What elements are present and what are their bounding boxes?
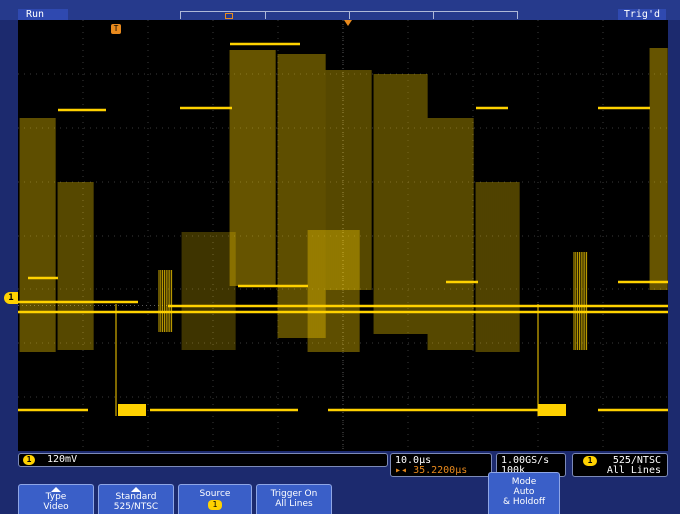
record-window-indicator — [225, 13, 233, 19]
video-burst — [650, 48, 668, 290]
softkey-value: Auto — [513, 487, 535, 497]
sync-pulse — [538, 404, 566, 416]
softkey-label: Mode — [511, 477, 537, 487]
status-bar: Run Trig'd — [0, 0, 680, 20]
trigger-standard: 525/NTSC — [612, 455, 661, 466]
softkey-value: 1 — [208, 500, 222, 510]
video-burst — [230, 50, 276, 286]
record-tick — [349, 12, 350, 19]
softkey-label: Source — [199, 489, 231, 499]
horizontal-position: ▸◂ 35.2200µs — [395, 465, 468, 476]
softkey-label: Standard — [115, 492, 157, 502]
softkey-value-2: & Holdoff — [502, 497, 546, 507]
softkey-label: Trigger On — [270, 489, 318, 499]
softkey-value: All Lines — [275, 499, 313, 509]
horizontal-position-value: 35.2200µs — [413, 465, 468, 476]
video-burst — [428, 118, 474, 350]
waveform-graticule — [18, 20, 668, 451]
channel-1-badge: 1 — [23, 455, 35, 465]
softkey-value: 525/NTSC — [113, 502, 159, 512]
video-burst — [326, 70, 372, 290]
waveform-display[interactable] — [18, 20, 668, 451]
standard-softkey[interactable]: Standard 525/NTSC — [98, 484, 174, 514]
softkey-label: Type — [45, 492, 67, 502]
trigger-lines: All Lines — [606, 465, 661, 476]
trigger-on-softkey[interactable]: Trigger On All Lines — [256, 484, 332, 514]
video-burst — [476, 182, 520, 352]
run-status: Run — [18, 9, 68, 20]
horizontal-scale: 10.0µs — [395, 455, 432, 466]
sync-pulse — [118, 404, 146, 416]
record-tick — [433, 12, 434, 19]
softkey-value: Video — [43, 502, 69, 512]
trigger-position-icon[interactable]: T — [111, 24, 121, 34]
trigger-status: Trig'd — [617, 9, 666, 20]
source-softkey[interactable]: Source 1 — [178, 484, 252, 514]
horizontal-readout[interactable]: 10.0µs ▸◂ 35.2200µs — [390, 453, 492, 477]
channel-1-readout[interactable]: 1 120mV — [18, 453, 388, 467]
channel-1-marker-icon[interactable]: 1 — [4, 292, 18, 304]
type-softkey[interactable]: Type Video — [18, 484, 94, 514]
menu-up-arrow-icon — [131, 487, 141, 492]
mode-holdoff-softkey[interactable]: Mode Auto & Holdoff — [488, 472, 560, 514]
trigger-readout[interactable]: 1 525/NTSC All Lines — [572, 453, 668, 477]
sample-rate: 1.00GS/s — [501, 455, 550, 466]
vertical-scale: 120mV — [47, 454, 78, 465]
video-burst — [182, 232, 236, 350]
video-burst — [374, 74, 428, 334]
record-view-bar — [180, 11, 518, 19]
trigger-point-icon — [344, 20, 352, 26]
menu-up-arrow-icon — [51, 487, 61, 492]
trigger-source-badge: 1 — [583, 456, 597, 466]
record-tick — [265, 12, 266, 19]
